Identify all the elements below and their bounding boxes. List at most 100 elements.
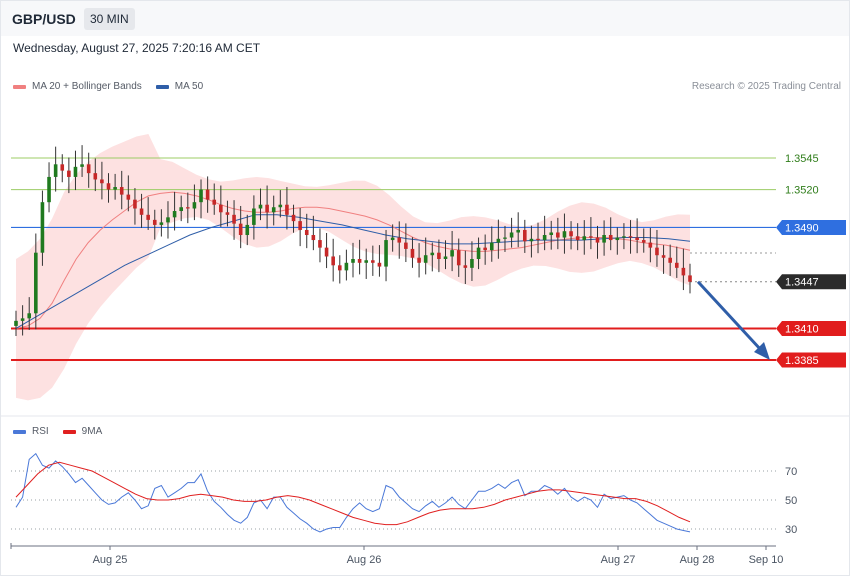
candle-body	[93, 173, 98, 180]
candle	[344, 249, 349, 281]
candle	[245, 214, 250, 246]
candle	[311, 215, 316, 251]
candle	[668, 244, 672, 276]
candle	[443, 240, 448, 270]
candle	[655, 229, 659, 267]
level-label-1.3447: 1.3447	[785, 277, 819, 289]
candle-body	[86, 164, 91, 174]
candle	[199, 179, 203, 219]
candle	[93, 158, 98, 192]
candle-body	[238, 223, 243, 236]
candle	[318, 228, 322, 263]
ma20-legend-swatch	[13, 84, 26, 89]
forecast-arrowhead	[754, 342, 770, 360]
candle	[106, 173, 111, 203]
x-tick-label: Aug 25	[93, 554, 128, 566]
candle	[133, 188, 137, 225]
candle-body	[648, 242, 653, 248]
candle-body	[589, 236, 593, 238]
candle	[417, 243, 421, 278]
candle	[509, 217, 514, 248]
candle-body	[641, 240, 646, 243]
candle	[384, 229, 388, 282]
ma50-legend-swatch	[155, 84, 169, 89]
candle	[265, 185, 269, 229]
level-label-1.3385: 1.3385	[785, 355, 819, 367]
candle-body	[351, 259, 355, 263]
candle-body	[423, 255, 428, 263]
candle	[688, 263, 692, 294]
candle	[219, 185, 223, 227]
rsi-legend-swatch	[13, 429, 26, 434]
candle-body	[179, 207, 183, 212]
candle-body	[628, 236, 633, 238]
candle	[569, 221, 573, 250]
candle-body	[212, 199, 217, 205]
level-tag-1.3410	[776, 320, 846, 336]
candle	[410, 237, 415, 268]
candle-body	[232, 214, 236, 224]
candle	[628, 220, 633, 254]
timeframe-button[interactable]: 30 MIN	[84, 8, 135, 30]
candle-body	[384, 240, 388, 267]
candle-body	[219, 204, 223, 213]
candle-body	[166, 217, 170, 223]
rsi9ma-legend-swatch	[62, 429, 76, 434]
candle-body	[681, 267, 686, 276]
candle-body	[47, 176, 51, 203]
candle	[252, 195, 256, 240]
candle-body	[536, 238, 540, 241]
candle-body	[80, 164, 84, 167]
candle-body	[337, 265, 342, 271]
level-label-1.3520: 1.3520	[785, 185, 819, 197]
candle-body	[450, 250, 454, 257]
candle	[602, 220, 606, 256]
candle	[542, 215, 547, 251]
candle-body	[430, 252, 435, 256]
candle-body	[205, 189, 210, 200]
candle-body	[615, 237, 620, 241]
candle-body	[27, 313, 32, 319]
candle-body	[258, 204, 263, 209]
candle-body	[371, 260, 375, 263]
candle	[331, 238, 335, 282]
candle-body	[562, 231, 567, 238]
candle-body	[622, 236, 626, 238]
candle	[523, 219, 527, 253]
candle	[73, 150, 78, 191]
candle	[681, 248, 686, 291]
candle-body	[456, 250, 461, 266]
candle	[67, 157, 71, 194]
candle-body	[146, 214, 150, 220]
candle	[589, 217, 593, 250]
candle	[575, 223, 580, 251]
candle-body	[476, 247, 481, 259]
candle-body	[265, 204, 269, 213]
candle	[503, 225, 507, 252]
candle-body	[569, 231, 573, 237]
candle-body	[331, 256, 335, 266]
candle-body	[397, 237, 402, 243]
candle-body	[285, 204, 289, 215]
candle	[648, 227, 653, 263]
candle	[463, 250, 468, 284]
level-tag-1.3490	[776, 219, 846, 235]
candle	[377, 245, 382, 277]
candle	[661, 245, 666, 274]
x-tick-label: Aug 27	[601, 554, 636, 566]
candle-body	[357, 259, 362, 263]
candle	[615, 227, 620, 255]
ma20-legend-label: MA 20 + Bollinger Bands	[32, 81, 142, 92]
candle	[192, 184, 197, 221]
x-tick-label: Aug 28	[680, 554, 715, 566]
candle	[146, 197, 150, 230]
candle-body	[20, 318, 25, 321]
candle	[232, 200, 236, 240]
candle	[337, 255, 342, 284]
timestamp: Wednesday, August 27, 2025 7:20:16 AM CE…	[13, 41, 261, 55]
candle-body	[278, 204, 283, 208]
candle-body	[126, 194, 131, 200]
candle	[562, 213, 567, 254]
candle-body	[252, 208, 256, 225]
